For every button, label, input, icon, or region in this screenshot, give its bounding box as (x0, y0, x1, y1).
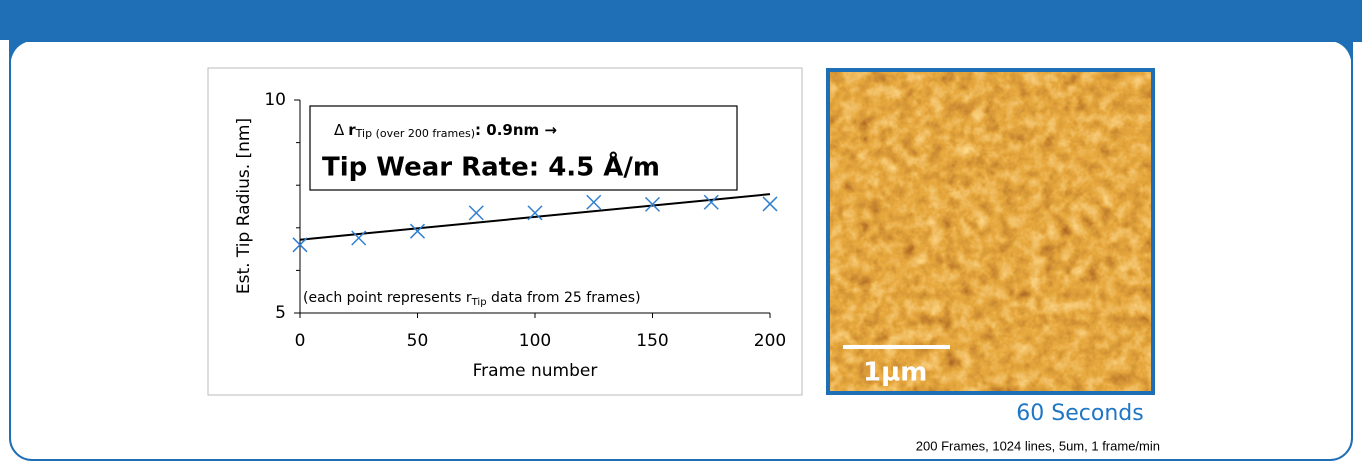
subscript: Tip (over 200 frames) (355, 127, 475, 140)
y-tick-label: 5 (275, 303, 286, 323)
delta: Δ (334, 121, 345, 139)
note-text: (each point represents r (303, 290, 472, 306)
marker (586, 194, 602, 210)
caption: 60 Seconds (1016, 401, 1143, 426)
marker (351, 230, 367, 246)
marker (409, 223, 426, 239)
marker (468, 205, 484, 221)
x-tick-label: 150 (636, 331, 668, 351)
header-band (0, 0, 1362, 40)
x-tick-label: 0 (295, 331, 306, 351)
x-tick-label: 50 (407, 331, 429, 351)
marker (292, 237, 308, 253)
note-sub: Tip (471, 297, 487, 308)
wear-rate: Tip Wear Rate: 4.5 Å/m (322, 151, 660, 183)
image-border (826, 68, 1155, 395)
marker (527, 205, 543, 221)
marker (644, 196, 661, 212)
details: 200 Frames, 1024 lines, 5um, 1 frame/min (916, 438, 1160, 453)
y-axis-label: Est. Tip Radius. [nm] (234, 118, 254, 294)
value: : 0.9nm → (475, 121, 557, 139)
y-tick-label: 10 (264, 90, 286, 110)
note-text: data from 25 frames) (487, 290, 641, 306)
trendline (299, 193, 771, 241)
marker (703, 194, 719, 210)
note: (each point represents rTip data from 25… (303, 290, 641, 308)
x-tick-label: 100 (519, 331, 551, 351)
r: r (348, 121, 356, 139)
marker (762, 196, 778, 212)
scale-label: 1µm (863, 358, 927, 388)
x-tick-label: 200 (754, 331, 786, 351)
x-axis-label: Frame number (473, 361, 598, 381)
afm-image (828, 70, 1153, 393)
annotation-box (309, 105, 738, 191)
